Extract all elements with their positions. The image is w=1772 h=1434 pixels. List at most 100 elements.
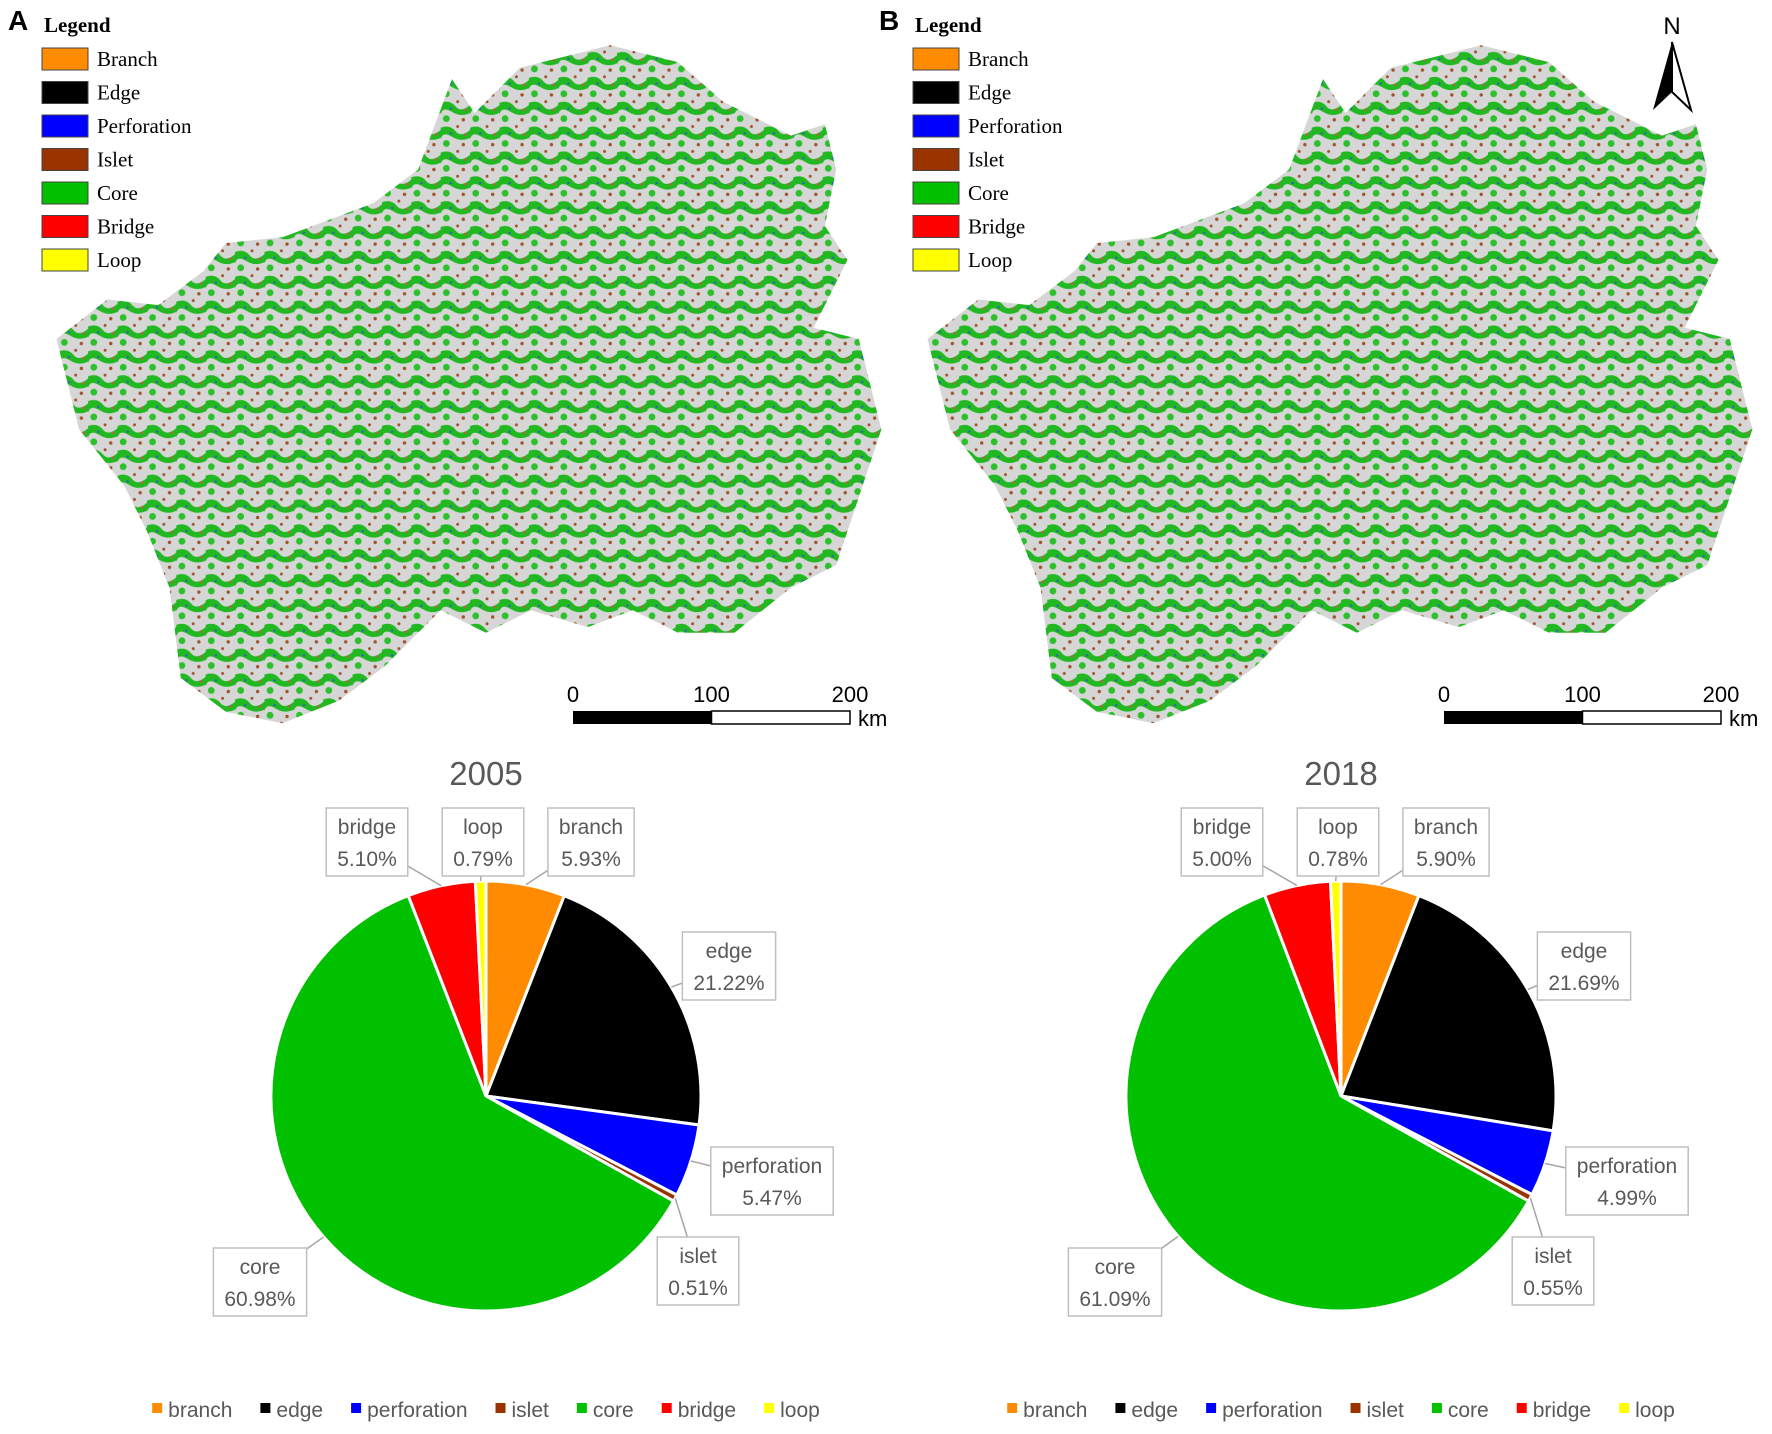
north-label: N — [1663, 13, 1680, 40]
north-arrow — [1671, 41, 1693, 114]
map-legend-swatch — [41, 181, 89, 205]
map-legend-label: Core — [968, 181, 1009, 205]
map-legend-swatch — [912, 248, 960, 272]
data-label-box — [325, 807, 409, 877]
data-label-value: 0.51% — [668, 1277, 728, 1300]
data-label-category: branch — [559, 816, 623, 839]
data-label-box — [656, 1236, 740, 1306]
data-label-value: 5.47% — [742, 1187, 802, 1210]
data-label-value: 60.98% — [224, 1288, 295, 1311]
data-label-box — [1180, 807, 1264, 877]
chart-title: 2005 — [449, 755, 522, 792]
data-label-value: 5.00% — [1192, 848, 1252, 871]
map-legend-label: Branch — [968, 47, 1029, 71]
map-legend-label: Edge — [968, 81, 1011, 105]
map-legend-label: Islet — [97, 148, 133, 172]
legend-swatch — [260, 1403, 271, 1413]
pie-slice — [1338, 893, 1558, 1133]
map-panel: A Legend Branch Edge Perforation Islet Core Bri… — [8, 5, 887, 731]
legend: branch edge perforation islet core bridge loop — [152, 1399, 820, 1422]
scale-bar-black — [573, 711, 712, 724]
map-legend-swatch — [912, 114, 960, 138]
scale-label: 0 — [1438, 682, 1450, 707]
map-legend-label: Perforation — [97, 114, 192, 138]
data-label-box — [1067, 1247, 1163, 1317]
scale-bar-white — [1581, 710, 1722, 725]
data-label-box — [212, 1247, 308, 1317]
chart-title: 2018 — [1304, 755, 1377, 792]
map-legend-swatch — [912, 81, 960, 104]
map-legend-label: Bridge — [968, 215, 1025, 239]
panel-letter: B — [879, 5, 899, 36]
scale-label: 200 — [1703, 682, 1740, 707]
map-shape — [56, 45, 882, 724]
data-label-box — [1536, 931, 1632, 1001]
data-label-category: branch — [1414, 816, 1478, 839]
data-label-category: bridge — [1193, 816, 1251, 839]
scale-label: 100 — [693, 682, 730, 707]
legend-label: branch — [168, 1399, 232, 1422]
data-label-box — [710, 1146, 834, 1216]
data-label-category: islet — [679, 1245, 717, 1268]
legend-swatch — [1431, 1403, 1442, 1413]
scale-bar-white — [710, 710, 851, 725]
data-label-category: bridge — [338, 816, 396, 839]
north-arrow — [1653, 42, 1672, 110]
data-label-category: perforation — [1577, 1155, 1677, 1178]
legend-swatch — [1206, 1403, 1217, 1413]
data-label-value: 21.22% — [693, 972, 764, 995]
legend-swatch — [1619, 1403, 1630, 1413]
legend-swatch — [764, 1403, 775, 1413]
map-legend-swatch — [41, 148, 89, 171]
legend-swatch — [576, 1403, 587, 1413]
legend-label: loop — [780, 1399, 820, 1422]
legend-swatch — [1007, 1403, 1018, 1413]
legend-label: islet — [1367, 1399, 1405, 1422]
legend-swatch — [1516, 1403, 1527, 1413]
data-label-box — [547, 807, 635, 877]
data-label-value: 4.99% — [1597, 1187, 1657, 1210]
legend-label: perforation — [1222, 1399, 1322, 1422]
map-shape — [927, 45, 1753, 724]
map-legend-label: Loop — [97, 248, 141, 272]
data-label-value: 5.93% — [561, 848, 621, 871]
data-label-value: 0.78% — [1308, 848, 1368, 871]
map-legend-swatch — [41, 47, 89, 71]
map-legend-label: Islet — [968, 148, 1004, 172]
panel-letter: A — [8, 5, 28, 36]
map-panel: B Legend Branch Edge Perforation Islet Core Bri… — [879, 5, 1758, 731]
data-label-value: 61.09% — [1079, 1288, 1150, 1311]
map-legend-label: Bridge — [97, 215, 154, 239]
legend-label: edge — [1131, 1399, 1178, 1422]
map-legend-label: Edge — [97, 81, 140, 105]
scale-unit: km — [1729, 706, 1758, 731]
data-label-box — [1402, 807, 1490, 877]
scale-label: 100 — [1564, 682, 1601, 707]
legend-swatch — [351, 1403, 362, 1413]
map-legend-swatch — [41, 215, 89, 238]
data-label-category: core — [240, 1256, 281, 1279]
data-label-category: islet — [1534, 1245, 1572, 1268]
map-legend-swatch — [41, 81, 89, 104]
data-label-category: core — [1095, 1256, 1136, 1279]
legend-label: core — [593, 1399, 634, 1422]
data-label-category: perforation — [722, 1155, 822, 1178]
map-legend-swatch — [41, 248, 89, 272]
data-label-category: loop — [1318, 816, 1358, 839]
map-legend-label: Branch — [97, 47, 158, 71]
map-legend-title: Legend — [44, 13, 111, 37]
data-label-category: loop — [463, 816, 503, 839]
data-label-box — [1296, 807, 1380, 877]
legend-label: bridge — [678, 1399, 736, 1422]
legend-label: loop — [1635, 1399, 1675, 1422]
data-label-box — [681, 931, 777, 1001]
legend-swatch — [495, 1403, 506, 1413]
map-legend-label: Core — [97, 181, 138, 205]
legend-label: bridge — [1533, 1399, 1591, 1422]
scale-label: 200 — [832, 682, 869, 707]
map-legend-title: Legend — [915, 13, 982, 37]
map-legend-swatch — [912, 215, 960, 238]
map-legend-swatch — [912, 181, 960, 205]
